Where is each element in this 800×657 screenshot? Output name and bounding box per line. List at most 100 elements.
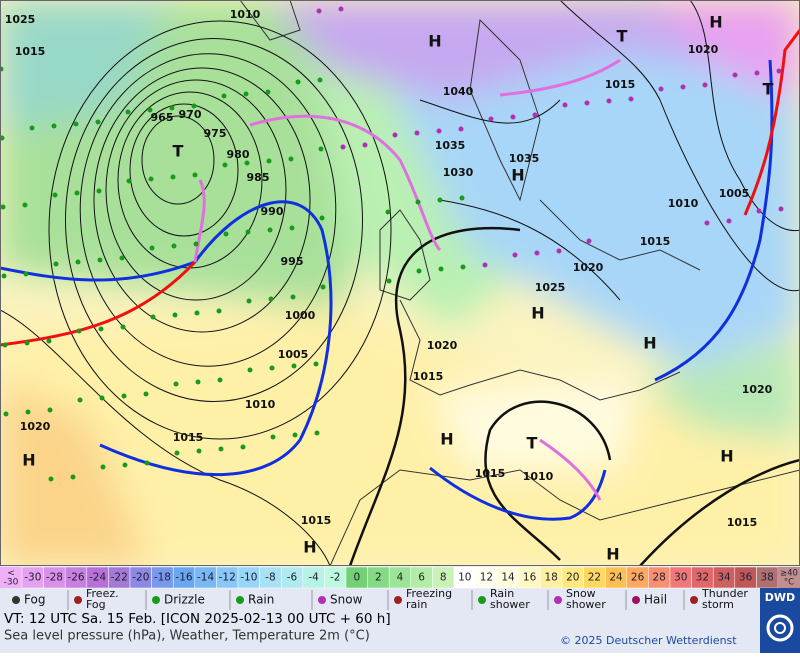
weather-symbol bbox=[218, 446, 224, 452]
legend-icon bbox=[318, 596, 326, 604]
weather-symbol bbox=[97, 257, 103, 263]
pressure-label: 1035 bbox=[435, 139, 466, 152]
weather-symbol bbox=[216, 308, 222, 314]
temperature-area bbox=[650, 0, 800, 100]
scale-label: -24 bbox=[89, 572, 106, 584]
weather-symbol bbox=[98, 326, 104, 332]
weather-symbol bbox=[658, 86, 664, 92]
scale-label: < bbox=[7, 569, 15, 579]
scale-label: ≥40 bbox=[780, 569, 798, 579]
weather-symbol bbox=[48, 476, 54, 482]
isobar bbox=[0, 309, 331, 566]
scale-label: -18 bbox=[154, 572, 171, 584]
weather-symbol bbox=[292, 432, 298, 438]
temperature-field bbox=[0, 0, 800, 566]
legend-label: Fog bbox=[86, 598, 106, 611]
weather-symbol bbox=[172, 312, 178, 318]
isobar bbox=[105, 79, 287, 301]
weather-symbol bbox=[246, 298, 252, 304]
copyright: © 2025 Deutscher Wetterdienst bbox=[560, 634, 737, 647]
weather-symbol bbox=[778, 206, 784, 212]
weather-symbol bbox=[318, 146, 324, 152]
weather-symbol bbox=[3, 411, 9, 417]
scale-label: -26 bbox=[67, 572, 84, 584]
weather-symbol bbox=[221, 93, 227, 99]
weather-symbol bbox=[702, 82, 708, 88]
scale-cell bbox=[0, 567, 22, 588]
pressure-center: T bbox=[617, 27, 628, 46]
weather-symbol bbox=[320, 284, 326, 290]
weather-symbol bbox=[340, 144, 346, 150]
weather-symbol bbox=[512, 252, 518, 258]
scale-label: -6 bbox=[287, 572, 298, 584]
weather-symbol bbox=[460, 264, 466, 270]
weather-symbol bbox=[120, 324, 126, 330]
weather-symbol bbox=[75, 259, 81, 265]
weather-symbol bbox=[414, 130, 420, 136]
weather-symbol bbox=[169, 105, 175, 111]
weather-symbol bbox=[266, 158, 272, 164]
coastline bbox=[399, 299, 681, 401]
pressure-label: 990 bbox=[261, 205, 284, 218]
scale-label: 2 bbox=[375, 572, 382, 584]
pressure-center: T bbox=[763, 80, 774, 99]
weather-symbol bbox=[95, 119, 101, 125]
scale-label: -14 bbox=[197, 572, 214, 584]
scale-label: -28 bbox=[46, 572, 63, 584]
weather-symbol bbox=[267, 227, 273, 233]
weather-symbol bbox=[362, 142, 368, 148]
temperature-area bbox=[430, 380, 640, 470]
weather-symbol bbox=[704, 220, 710, 226]
weather-symbol bbox=[436, 128, 442, 134]
scale-label: 38 bbox=[761, 572, 774, 584]
pressure-center: T bbox=[527, 434, 538, 453]
legend-label: Hail bbox=[644, 593, 667, 607]
pressure-label: 1020 bbox=[688, 43, 719, 56]
weather-symbol bbox=[2, 342, 8, 348]
scale-label: -30 bbox=[24, 572, 41, 584]
weather-symbol bbox=[22, 202, 28, 208]
weather-symbol bbox=[756, 208, 762, 214]
pressure-center: H bbox=[440, 430, 453, 449]
temperature-area bbox=[380, 0, 800, 370]
weather-symbol bbox=[148, 176, 154, 182]
legend-label: Fog bbox=[24, 593, 45, 607]
weather-symbol bbox=[121, 393, 127, 399]
scale-label: 14 bbox=[501, 572, 515, 584]
scale-label: -30 bbox=[4, 578, 19, 588]
weather-symbol bbox=[338, 6, 344, 12]
weather-symbol bbox=[96, 188, 102, 194]
legend-icon bbox=[690, 596, 698, 604]
weather-symbol bbox=[173, 381, 179, 387]
isobar bbox=[484, 400, 612, 561]
scale-label: 28 bbox=[653, 572, 666, 584]
pressure-label: 1010 bbox=[245, 398, 276, 411]
weather-symbol bbox=[437, 197, 443, 203]
coastline bbox=[469, 18, 541, 202]
temperature-area bbox=[0, 380, 150, 566]
weather-symbol bbox=[295, 79, 301, 85]
weather-symbol bbox=[70, 474, 76, 480]
pressure-label: 1015 bbox=[475, 467, 506, 480]
isobar bbox=[141, 115, 215, 205]
weather-symbol bbox=[313, 361, 319, 367]
scale-cell bbox=[778, 567, 800, 588]
weather-symbol bbox=[458, 126, 464, 132]
front bbox=[499, 58, 621, 97]
legend-icon bbox=[478, 596, 486, 604]
weather-symbol bbox=[122, 462, 128, 468]
weather-symbol bbox=[25, 409, 31, 415]
weather-symbol bbox=[269, 365, 275, 371]
weather-symbol bbox=[319, 215, 325, 221]
isobar bbox=[93, 67, 311, 333]
scale-label: 32 bbox=[696, 572, 709, 584]
weather-symbol bbox=[195, 379, 201, 385]
pressure-center: H bbox=[22, 451, 35, 470]
weather-symbol bbox=[289, 225, 295, 231]
pressure-label: 985 bbox=[247, 171, 270, 184]
scale-label: -4 bbox=[308, 572, 319, 584]
front bbox=[429, 466, 607, 521]
pressure-label: 1015 bbox=[727, 516, 758, 529]
scale-label: 20 bbox=[566, 572, 579, 584]
weather-symbol bbox=[415, 199, 421, 205]
